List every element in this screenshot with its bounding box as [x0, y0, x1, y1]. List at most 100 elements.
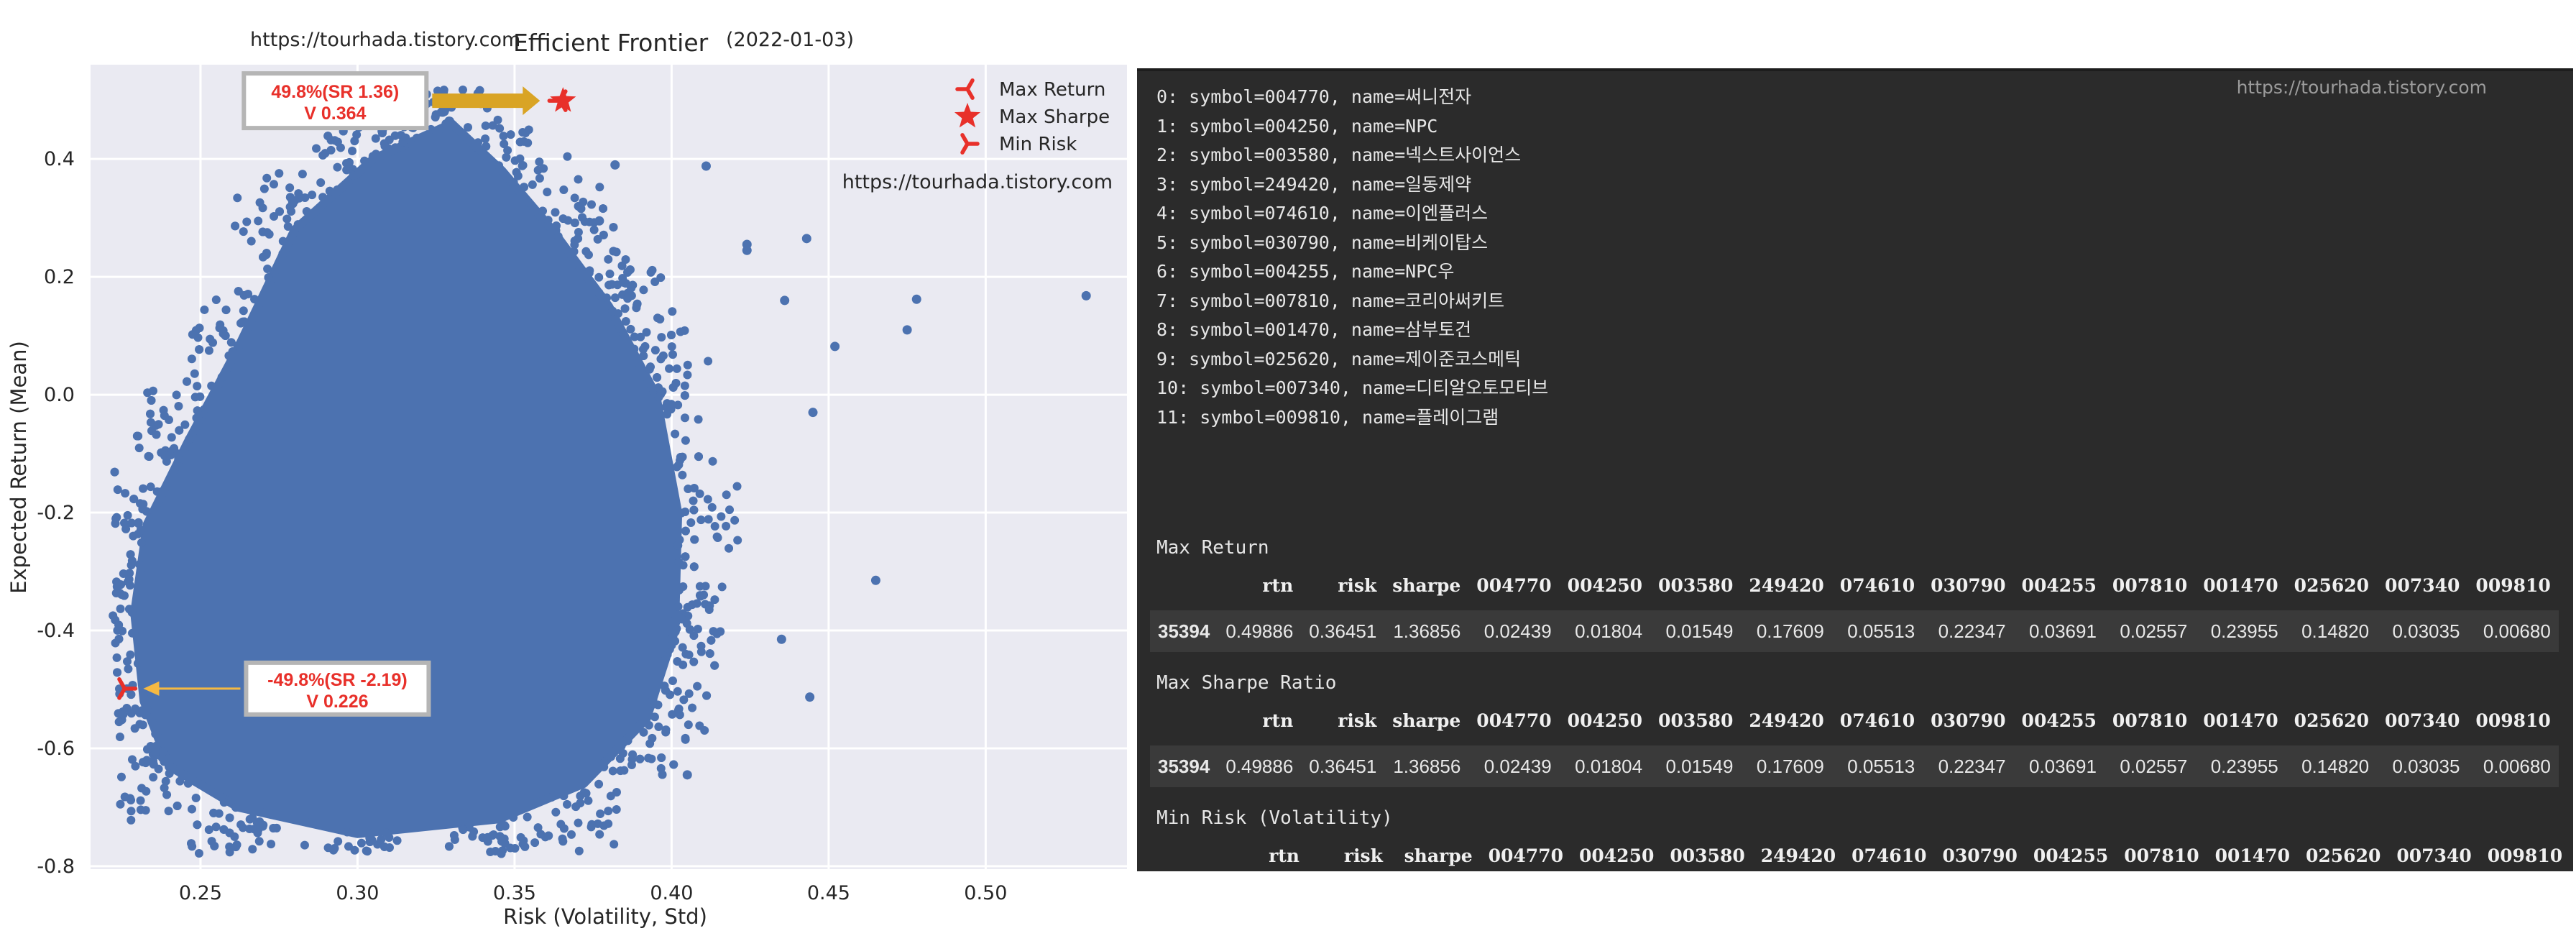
portfolio-point	[530, 838, 540, 848]
portfolio-point	[210, 841, 219, 850]
column-header: 009810	[2475, 710, 2551, 731]
portfolio-point	[725, 505, 735, 515]
portfolio-point	[709, 627, 718, 636]
result-table: rtn risk sharpe 004770 004250 003580 249420 074…	[1150, 699, 2559, 787]
portfolio-point	[702, 691, 712, 700]
column-header: 030790	[1942, 845, 2018, 866]
header-row: rtn risk sharpe 004770 004250 003580 249420 074…	[1150, 699, 2559, 741]
portfolio-point	[678, 470, 687, 480]
portfolio-point	[574, 201, 583, 211]
portfolio-point	[536, 830, 546, 839]
table-cell: 1.36856	[1384, 745, 1469, 787]
column-header: risk	[1338, 710, 1377, 731]
portfolio-point	[500, 822, 510, 831]
portfolio-point	[703, 495, 712, 504]
portfolio-point	[114, 620, 124, 630]
portfolio-point	[636, 332, 645, 341]
portfolio-point	[333, 185, 342, 194]
portfolio-point	[503, 146, 512, 155]
outlier-point	[610, 160, 620, 170]
portfolio-point	[645, 362, 655, 372]
column-header: 003580	[1658, 574, 1734, 596]
column-header: 007810	[2124, 845, 2199, 866]
portfolio-point	[111, 514, 121, 523]
portfolio-point	[679, 695, 689, 705]
portfolio-point	[474, 143, 483, 152]
portfolio-point	[431, 112, 440, 121]
portfolio-point	[441, 119, 451, 129]
table-cell: 0.14820	[2286, 610, 2378, 652]
portfolio-point	[298, 170, 307, 179]
portfolio-point	[481, 121, 490, 130]
portfolio-point	[559, 185, 569, 194]
column-header: 030790	[1931, 710, 2006, 731]
portfolio-point	[377, 835, 386, 844]
column-header: rtn	[1262, 574, 1294, 596]
portfolio-point	[127, 518, 137, 528]
portfolio-point	[683, 370, 692, 380]
portfolio-point	[690, 535, 699, 544]
portfolio-point	[239, 227, 248, 237]
column-header: 074610	[1839, 574, 1915, 596]
portfolio-point	[175, 426, 184, 435]
table-cell: 0.05513	[1831, 745, 1923, 787]
table-cell: 0.23955	[2195, 610, 2286, 652]
portfolio-point	[566, 830, 576, 839]
portfolio-point	[704, 515, 713, 524]
portfolio-point	[368, 152, 377, 161]
portfolio-point	[152, 430, 161, 439]
portfolio-point	[683, 360, 692, 370]
outlier-point	[830, 341, 840, 352]
result-table: rtn risk sharpe 004770 004250 003580 249420 074…	[1150, 564, 2559, 652]
column-header: 003580	[1670, 845, 1745, 866]
portfolio-point	[207, 381, 216, 390]
portfolio-point	[149, 773, 158, 782]
portfolio-point	[648, 265, 657, 275]
portfolio-point	[200, 305, 209, 314]
portfolio-point	[146, 482, 155, 492]
portfolio-point	[380, 142, 390, 151]
table-cell: 0.00680	[2467, 610, 2559, 652]
annotation-line1: 49.8%(SR 1.36)	[271, 82, 399, 102]
column-header: 004770	[1476, 574, 1552, 596]
portfolio-point	[191, 794, 201, 803]
portfolio-point	[136, 525, 145, 534]
column-header: 004250	[1578, 845, 1655, 866]
column-header: 004770	[1476, 710, 1552, 731]
portfolio-point	[275, 207, 284, 216]
portfolio-point	[199, 405, 208, 414]
portfolio-point	[114, 709, 123, 718]
portfolio-point	[238, 823, 247, 832]
portfolio-point	[559, 824, 569, 833]
portfolio-point	[669, 760, 678, 769]
portfolio-point	[648, 695, 658, 705]
portfolio-point	[137, 538, 146, 547]
legend-label: Min Risk	[999, 134, 1077, 155]
portfolio-point	[650, 712, 659, 722]
portfolio-point	[114, 717, 124, 727]
portfolio-point	[699, 590, 709, 600]
marker-arm	[117, 687, 127, 700]
table-row: 35394 0.49886 0.36451 1.36856 0.02439 0.01804…	[1150, 745, 2559, 787]
portfolio-point	[318, 151, 328, 160]
symbol-line: 4: symbol=074610, name=이엔플러스	[1156, 203, 1489, 224]
portfolio-point	[678, 643, 687, 652]
portfolio-point	[656, 273, 666, 283]
annotation-box	[244, 660, 431, 717]
portfolio-point	[650, 346, 660, 355]
portfolio-point	[680, 391, 689, 400]
legend-item: Max Return	[955, 78, 1105, 101]
portfolio-point	[506, 130, 515, 139]
portfolio-point	[502, 152, 511, 162]
portfolio-point	[342, 165, 351, 175]
portfolio-point	[221, 306, 231, 315]
portfolio-point	[182, 377, 191, 386]
column-header: 007810	[2112, 710, 2188, 731]
table-cell: 0.03035	[2377, 745, 2468, 787]
portfolio-point	[681, 552, 690, 561]
portfolio-point	[363, 847, 372, 856]
symbol-list: 0: symbol=004770, name=써니전자 1: symbol=004…	[1156, 83, 1548, 432]
portfolio-point	[585, 217, 594, 226]
portfolio-point	[584, 796, 593, 805]
portfolio-point	[584, 268, 594, 277]
